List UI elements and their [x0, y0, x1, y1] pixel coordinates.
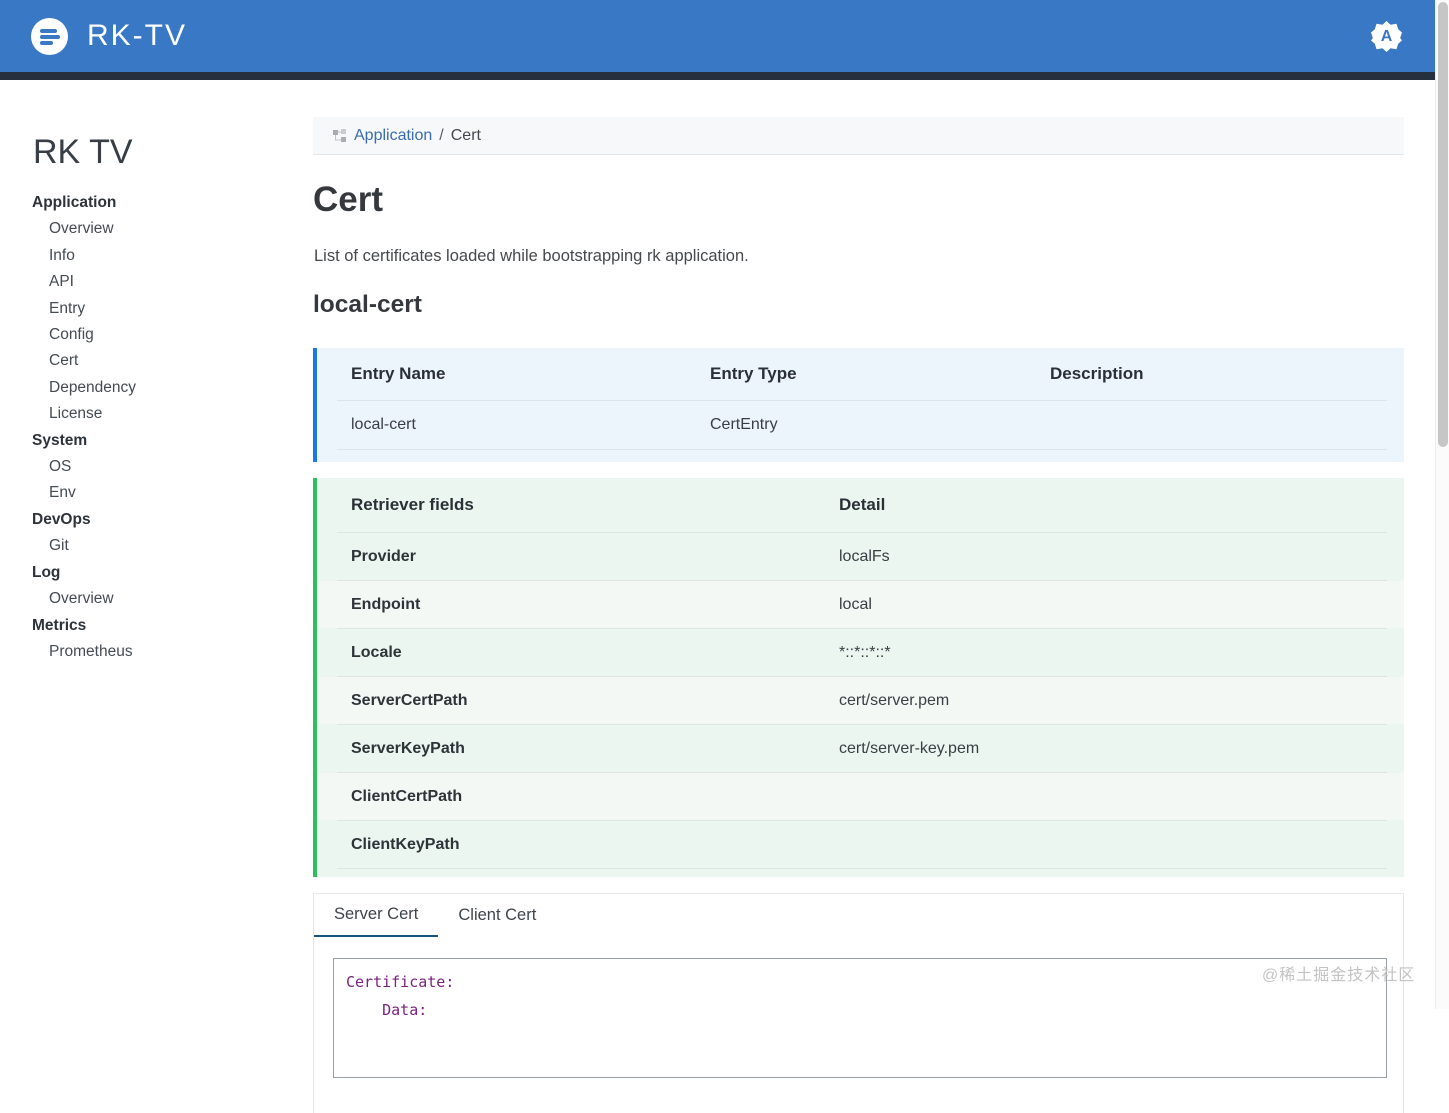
page-title: Cert: [313, 180, 384, 219]
breadcrumb-current: Cert: [450, 126, 481, 144]
sidebar-item-api[interactable]: API: [49, 273, 74, 291]
entry-table-row: local-cert CertEntry: [317, 401, 1404, 449]
tab-server-cert[interactable]: Server Cert: [314, 894, 439, 937]
top-bar-accent-strip: [0, 72, 1436, 80]
table-divider: [337, 580, 1387, 581]
brand[interactable]: RK-TV: [31, 0, 187, 72]
field-name: Endpoint: [351, 595, 421, 613]
code-line: Data:: [346, 1001, 428, 1019]
sidebar-item-license[interactable]: License: [49, 405, 103, 423]
watermark: @稀土掘金技术社区: [1262, 967, 1416, 984]
entry-table-header-name: Entry Name: [351, 364, 446, 383]
retriever-table: Retriever fields Detail Provider localFs…: [313, 478, 1404, 877]
field-name: ServerCertPath: [351, 691, 468, 709]
certificate-code-block[interactable]: Certificate: Data:: [333, 958, 1387, 1078]
table-divider: [337, 628, 1387, 629]
field-value: cert/server.pem: [839, 691, 950, 709]
sidebar-item-dependency[interactable]: Dependency: [49, 378, 137, 396]
field-value: localFs: [839, 547, 890, 565]
table-divider: [337, 400, 1387, 401]
sidebar-item-env[interactable]: Env: [49, 484, 76, 502]
sidebar-section-application[interactable]: Application: [32, 194, 117, 211]
table-row-serverkeypath: ServerKeyPath cert/server-key.pem: [317, 725, 1404, 772]
field-value: *::*::*::*: [839, 643, 891, 661]
sidebar-section-devops[interactable]: DevOps: [32, 510, 91, 528]
section-title-local-cert: local-cert: [313, 291, 422, 318]
table-divider: [337, 820, 1387, 821]
sitemap-icon: [333, 128, 346, 142]
field-value: cert/server-key.pem: [839, 739, 980, 757]
table-row-locale: Locale *::*::*::*: [317, 629, 1404, 676]
sidebar-item-os[interactable]: OS: [49, 458, 72, 476]
breadcrumb-link-application[interactable]: Application: [354, 126, 433, 144]
table-row-provider: Provider localFs: [317, 533, 1404, 580]
sidebar-item-prometheus[interactable]: Prometheus: [49, 642, 133, 660]
entry-table-header-type: Entry Type: [710, 364, 797, 383]
tab-client-cert[interactable]: Client Cert: [458, 906, 537, 924]
retriever-table-header-fields: Retriever fields: [351, 495, 474, 514]
brand-title: RK-TV: [87, 19, 187, 52]
entry-type-cell: CertEntry: [710, 416, 778, 433]
badge-a-icon[interactable]: A: [1371, 21, 1402, 52]
code-line: Certificate:: [346, 973, 455, 991]
table-divider: [337, 676, 1387, 677]
sidebar-title: RK TV: [33, 133, 133, 171]
retriever-table-header-row: Retriever fields Detail: [317, 478, 1404, 532]
list-circle-logo-icon: [31, 17, 68, 55]
sidebar-item-entry[interactable]: Entry: [49, 299, 86, 317]
table-row-endpoint: Endpoint local: [317, 581, 1404, 628]
entry-table: Entry Name Entry Type Description local-…: [313, 348, 1404, 462]
field-name: Provider: [351, 547, 416, 565]
entry-name-cell: local-cert: [351, 416, 416, 433]
breadcrumb-separator: /: [439, 126, 444, 144]
badge-letter: A: [1380, 27, 1393, 45]
field-name: Locale: [351, 643, 402, 661]
breadcrumb: Application / Cert: [313, 117, 1404, 155]
sidebar-nav: Application Overview Info API Entry Conf…: [32, 190, 292, 665]
sidebar-item-git[interactable]: Git: [49, 537, 69, 555]
retriever-table-header-detail: Detail: [839, 495, 886, 514]
table-divider: [337, 772, 1387, 773]
table-divider: [337, 868, 1387, 869]
sidebar-section-log[interactable]: Log: [32, 563, 61, 581]
field-name: ClientCertPath: [351, 787, 463, 805]
table-divider: [337, 532, 1387, 533]
top-bar: [0, 0, 1436, 72]
entry-table-header-description: Description: [1050, 364, 1144, 383]
sidebar-item-log-overview[interactable]: Overview: [49, 590, 114, 608]
sidebar-section-metrics[interactable]: Metrics: [32, 616, 87, 634]
page-description: List of certificates loaded while bootst…: [314, 247, 749, 265]
sidebar-item-config[interactable]: Config: [49, 326, 94, 344]
tab-bar: Server Cert Client Cert: [314, 894, 1403, 937]
table-row-clientcertpath: ClientCertPath: [317, 773, 1404, 820]
page-scrollbar-thumb[interactable]: [1438, 2, 1448, 447]
field-name: ClientKeyPath: [351, 835, 460, 853]
field-value: local: [839, 595, 872, 613]
table-divider: [337, 724, 1387, 725]
sidebar-item-overview[interactable]: Overview: [49, 220, 114, 238]
entry-table-header-row: Entry Name Entry Type Description: [317, 348, 1404, 400]
sidebar-item-cert[interactable]: Cert: [49, 352, 79, 370]
sidebar-item-info[interactable]: Info: [49, 246, 75, 264]
table-row-clientkeypath: ClientKeyPath: [317, 821, 1404, 868]
cert-tabs-card: Server Cert Client Cert Certificate: Dat…: [313, 893, 1404, 1113]
table-row-servercertpath: ServerCertPath cert/server.pem: [317, 677, 1404, 724]
field-name: ServerKeyPath: [351, 739, 465, 757]
table-divider: [337, 449, 1387, 450]
sidebar-section-system[interactable]: System: [32, 431, 88, 449]
